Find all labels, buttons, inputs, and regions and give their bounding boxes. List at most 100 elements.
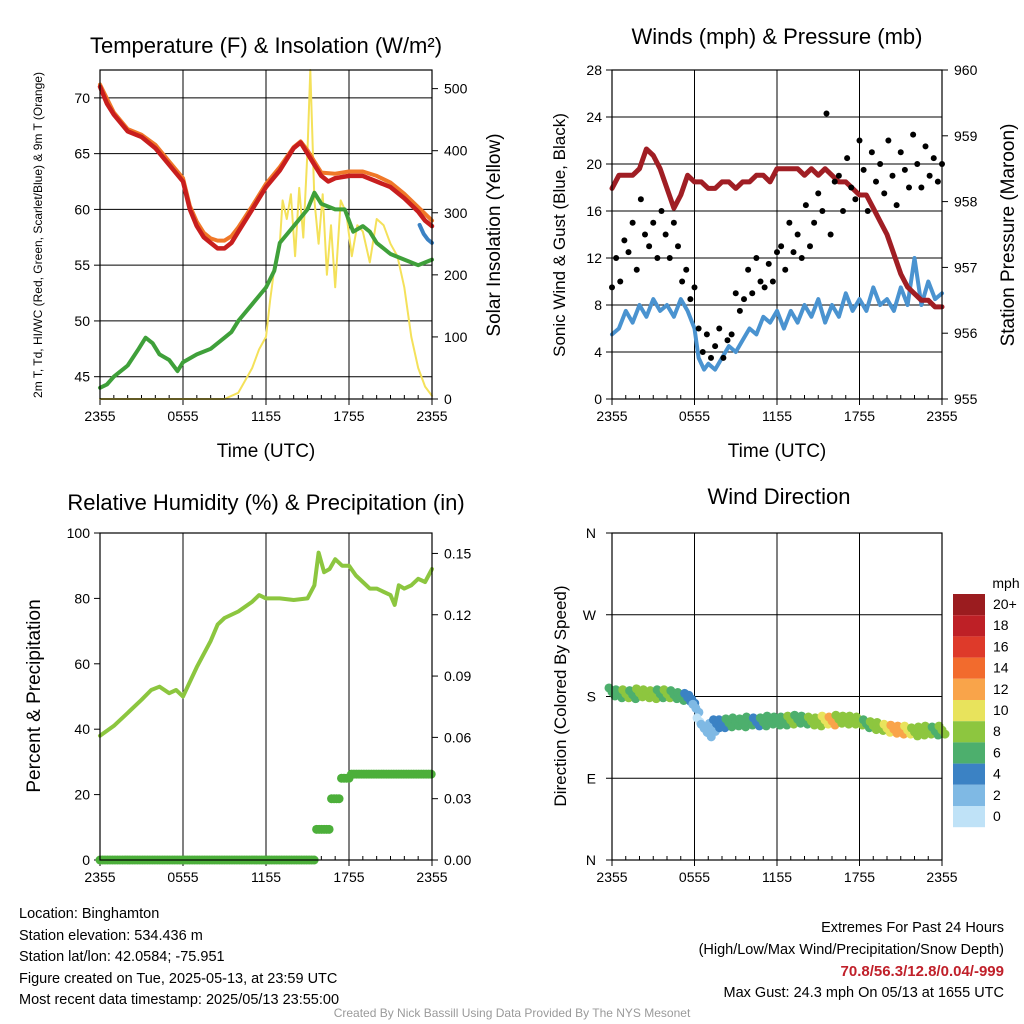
gust-point — [848, 184, 855, 191]
series-line-sonic-wind — [610, 256, 944, 372]
y-tick-label: 80 — [74, 590, 90, 606]
y2-tick-label: 0.15 — [444, 545, 471, 561]
x-tick-label: 1155 — [251, 408, 281, 424]
y-tick-label: 60 — [74, 656, 90, 672]
y-tick-label: 20 — [74, 787, 90, 803]
gust-point — [708, 354, 714, 361]
colorbar-label: 10 — [993, 702, 1009, 718]
y-tick-label: 0 — [594, 391, 602, 407]
gust-point — [637, 196, 644, 203]
gust-point — [757, 278, 764, 285]
gust-point — [687, 296, 694, 303]
colorbar-unit: mph — [992, 575, 1019, 591]
y-axis-label: Sonic Wind & Gust (Blue, Black) — [550, 113, 569, 357]
gust-point — [778, 243, 785, 250]
colorbar-swatch — [953, 636, 985, 658]
y-tick-label: E — [587, 770, 596, 786]
colorbar-label: 0 — [993, 808, 1001, 824]
y2-tick-label: 956 — [954, 325, 978, 341]
y-tick-label: N — [586, 852, 596, 868]
y2-axis-label: Station Pressure (Maroon) — [998, 124, 1019, 347]
colorbar-swatch — [953, 806, 985, 828]
series-line-solar-insolation — [99, 69, 433, 400]
y2-tick-label: 960 — [954, 62, 978, 78]
chart-panel-3: 2355 0555 1155 1755 23550204060801000.000.03… — [24, 490, 471, 885]
station-elevation: Station elevation: 534.436 m — [19, 927, 203, 944]
y-tick-label: N — [586, 525, 596, 541]
colorbar-swatch — [953, 763, 985, 785]
colorbar-swatch — [953, 615, 985, 637]
gust-point — [728, 331, 735, 338]
direction-point — [940, 729, 950, 739]
y2-tick-label: 0.12 — [444, 607, 471, 623]
y-tick-label: 4 — [594, 344, 602, 360]
gust-point — [893, 202, 900, 209]
colorbar-swatch — [953, 784, 985, 806]
y-tick-label: S — [587, 689, 596, 705]
y-tick-label: 28 — [586, 62, 602, 78]
gust-point — [769, 278, 776, 285]
gust-point — [786, 219, 793, 226]
gust-point — [782, 266, 789, 273]
gust-point — [885, 137, 892, 144]
y-tick-label: 45 — [74, 369, 90, 385]
gust-point — [736, 307, 743, 314]
colorbar-label: 20+ — [993, 596, 1017, 612]
gust-point — [844, 155, 851, 162]
plot-frame — [99, 69, 433, 400]
gust-point — [703, 331, 710, 338]
gust-point — [712, 343, 719, 350]
colorbar-swatch — [953, 742, 985, 764]
y2-tick-label: 955 — [954, 391, 978, 407]
station-latlon: Station lat/lon: 42.0584; -75.951 — [19, 949, 225, 965]
y2-tick-label: 300 — [444, 205, 468, 221]
gust-point — [815, 190, 822, 197]
plot-frame — [611, 532, 943, 861]
y2-tick-label: 500 — [444, 81, 468, 97]
y-tick-label: 20 — [586, 156, 602, 172]
y-axis-label: 2m T, Td, HI/WC (Red, Green, Scarlet/Blu… — [31, 72, 45, 398]
y2-tick-label: 957 — [954, 259, 978, 275]
series-line-station-pressure — [609, 146, 945, 310]
colorbar-label: 8 — [993, 723, 1001, 739]
precip-point — [324, 824, 334, 834]
y2-tick-label: 100 — [444, 329, 468, 345]
gust-point — [922, 143, 929, 150]
extremes-values: 70.8/56.3/12.8/0.04/-999 — [840, 963, 1004, 980]
y-tick-label: 8 — [594, 297, 602, 313]
x-tick-label: 1755 — [333, 869, 364, 885]
gust-point — [906, 184, 912, 191]
max-gust: Max Gust: 24.3 mph On 05/13 at 1655 UTC — [723, 984, 1004, 1001]
gust-point — [897, 149, 904, 156]
gust-point — [914, 161, 921, 167]
gust-point — [798, 255, 805, 261]
colorbar-swatch — [953, 700, 985, 722]
x-tick-label: 1155 — [762, 869, 792, 885]
gust-point — [629, 219, 636, 226]
y-tick-label: 24 — [586, 109, 602, 125]
gust-point — [724, 337, 731, 344]
y2-tick-label: 0 — [444, 391, 452, 407]
gust-point — [753, 255, 760, 261]
gust-point — [749, 290, 756, 297]
plot-frame — [611, 69, 943, 400]
x-tick-label: 2355 — [416, 408, 447, 424]
x-tick-label: 2355 — [596, 869, 627, 885]
x-tick-label: 2355 — [596, 408, 627, 424]
x-tick-label: 0555 — [167, 869, 198, 885]
x-tick-label: 2355 — [926, 408, 957, 424]
gust-point — [856, 137, 863, 144]
gust-point — [670, 219, 677, 226]
gust-point — [807, 243, 813, 250]
colorbar-label: 4 — [993, 766, 1001, 782]
y-tick-label: 0 — [82, 852, 90, 868]
gust-point — [683, 266, 690, 273]
precip-point — [334, 794, 344, 804]
gust-point — [613, 255, 620, 261]
colorbar-label: 18 — [993, 617, 1009, 633]
gust-point — [881, 190, 888, 197]
gust-point — [877, 161, 884, 167]
x-tick-label: 1155 — [762, 408, 792, 424]
gust-point — [811, 219, 818, 226]
